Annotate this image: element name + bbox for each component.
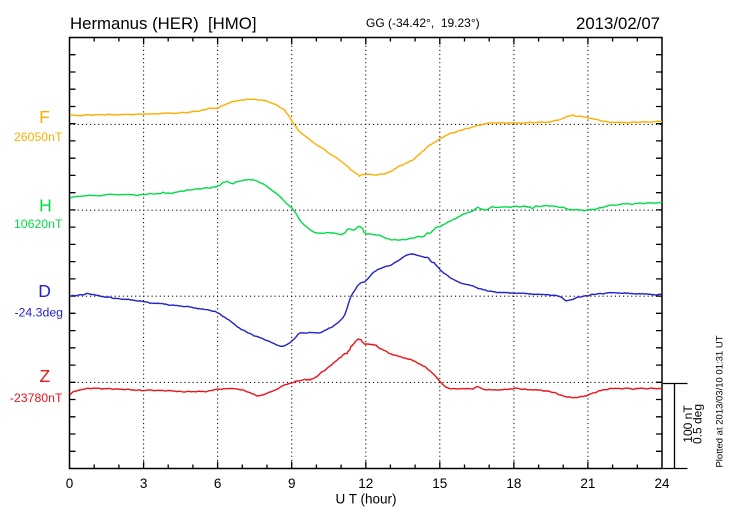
svg-text:Plotted at 2013/03/10 01:31 UT: Plotted at 2013/03/10 01:31 UT [715, 335, 726, 467]
svg-text:D: D [38, 281, 51, 301]
svg-text:Hermanus (HER) [HMO]: Hermanus (HER) [HMO] [70, 14, 256, 33]
svg-text:H: H [39, 196, 52, 216]
svg-text:Z: Z [39, 366, 50, 386]
svg-text:0.5 deg: 0.5 deg [691, 404, 705, 444]
svg-text:15: 15 [432, 476, 447, 491]
svg-text:GG (-34.42°, 19.23°): GG (-34.42°, 19.23°) [366, 16, 480, 30]
svg-text:F: F [39, 107, 50, 127]
svg-text:-24.3deg: -24.3deg [14, 306, 63, 320]
svg-text:U T (hour): U T (hour) [335, 492, 396, 507]
svg-text:6: 6 [214, 476, 222, 491]
svg-text:10620nT: 10620nT [14, 217, 63, 231]
svg-text:26050nT: 26050nT [14, 130, 63, 144]
svg-text:9: 9 [288, 476, 296, 491]
svg-text:0: 0 [66, 476, 74, 491]
svg-text:21: 21 [580, 476, 595, 491]
svg-text:2013/02/07: 2013/02/07 [576, 14, 660, 33]
svg-text:12: 12 [358, 476, 373, 491]
svg-text:-23780nT: -23780nT [10, 391, 63, 405]
svg-text:100 nT: 100 nT [681, 405, 695, 443]
svg-text:3: 3 [140, 476, 148, 491]
svg-text:18: 18 [506, 476, 521, 491]
svg-text:24: 24 [654, 476, 670, 491]
